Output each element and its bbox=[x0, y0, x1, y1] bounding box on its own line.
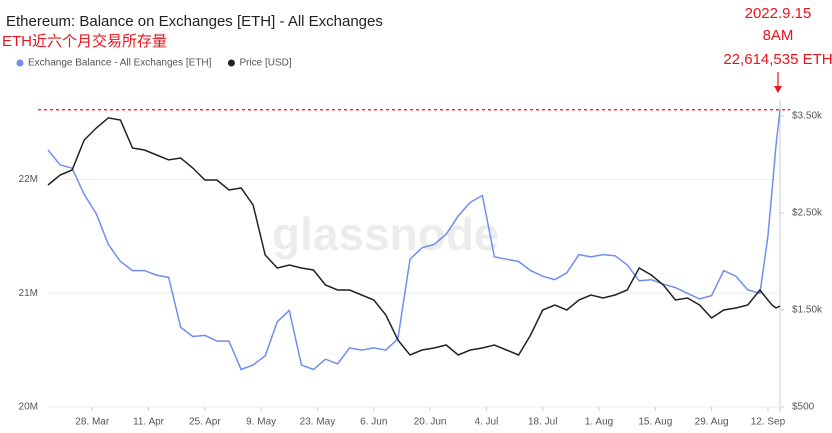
x-tick-label: 25. Apr bbox=[189, 417, 221, 428]
chart-title: Ethereum: Balance on Exchanges [ETH] - A… bbox=[6, 13, 383, 30]
y2-tick-label: $2.50k bbox=[792, 208, 823, 219]
y-tick-label: 21M bbox=[19, 288, 38, 299]
y2-tick-label: $1.50k bbox=[792, 305, 823, 316]
x-tick-label: 6. Jun bbox=[360, 417, 387, 428]
chart-subtitle: ETH近六个月交易所存量 bbox=[2, 32, 167, 50]
x-tick-label: 20. Jun bbox=[414, 417, 447, 428]
x-tick-label: 11. Apr bbox=[133, 417, 165, 428]
annotation-date: 2022.9.15 bbox=[745, 5, 812, 22]
legend-label: Price [USD] bbox=[239, 58, 291, 69]
legend-marker bbox=[16, 59, 24, 67]
x-tick-label: 15. Aug bbox=[638, 417, 672, 428]
legend-marker bbox=[227, 59, 235, 67]
x-tick-label: 28. Mar bbox=[75, 417, 110, 428]
x-tick-label: 18. Jul bbox=[528, 417, 557, 428]
series-line bbox=[47, 109, 781, 371]
legend-label: Exchange Balance - All Exchanges [ETH] bbox=[28, 58, 212, 69]
annotation-time: 8AM bbox=[763, 27, 794, 44]
x-tick-label: 29. Aug bbox=[695, 417, 729, 428]
x-tick-label: 23. May bbox=[300, 417, 336, 428]
x-tick-label: 1. Aug bbox=[585, 417, 613, 428]
x-tick-label: 9. May bbox=[246, 417, 276, 428]
y2-tick-label: $500 bbox=[792, 402, 815, 413]
watermark: glassnode bbox=[272, 208, 500, 260]
x-tick-label: 12. Sep bbox=[751, 417, 786, 428]
y-tick-label: 20M bbox=[19, 402, 38, 413]
annotation-value: 22,614,535 ETH bbox=[723, 51, 832, 68]
series-line bbox=[47, 117, 781, 356]
y2-tick-label: $3.50k bbox=[792, 111, 823, 122]
x-tick-label: 4. Jul bbox=[474, 417, 498, 428]
y-tick-label: 22M bbox=[19, 174, 38, 185]
annotation-arrowhead bbox=[774, 86, 782, 93]
